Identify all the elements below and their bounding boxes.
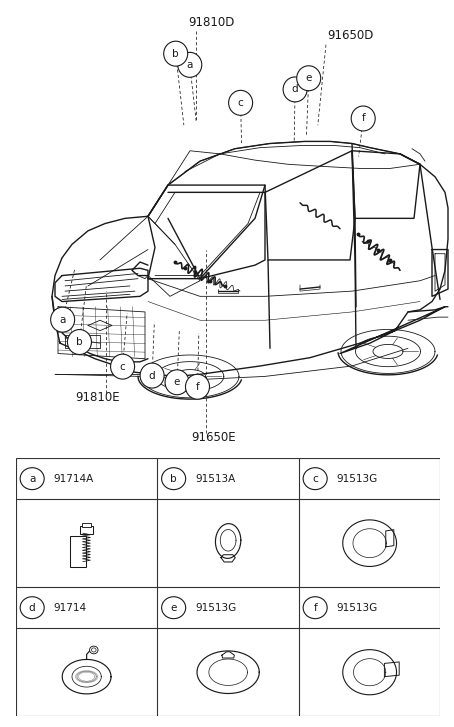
Circle shape (178, 52, 202, 77)
Circle shape (351, 106, 375, 131)
Circle shape (162, 597, 186, 619)
Text: 91810D: 91810D (188, 16, 235, 29)
Text: b: b (76, 337, 83, 347)
Text: 91650D: 91650D (327, 30, 373, 42)
Text: a: a (29, 474, 35, 483)
Circle shape (164, 41, 188, 66)
Text: 91650E: 91650E (191, 431, 236, 444)
Text: b: b (170, 474, 177, 483)
Circle shape (283, 77, 307, 102)
Circle shape (297, 65, 321, 91)
Text: f: f (313, 603, 317, 613)
Text: 91810E: 91810E (75, 391, 120, 404)
Text: e: e (306, 73, 312, 84)
Text: 91513G: 91513G (336, 603, 378, 613)
Text: e: e (170, 603, 177, 613)
Text: 91714A: 91714A (54, 474, 94, 483)
Text: d: d (29, 603, 35, 613)
Text: e: e (174, 377, 180, 387)
Circle shape (20, 597, 44, 619)
Circle shape (51, 308, 74, 332)
Text: 91513G: 91513G (336, 474, 378, 483)
Text: c: c (238, 98, 243, 108)
Text: c: c (312, 474, 318, 483)
Text: a: a (59, 315, 66, 325)
Text: a: a (187, 60, 193, 70)
Circle shape (20, 467, 44, 489)
Bar (69, 536, 86, 567)
Text: 91513G: 91513G (195, 603, 236, 613)
Circle shape (89, 646, 98, 654)
Text: f: f (196, 382, 199, 392)
Circle shape (165, 370, 189, 395)
Text: c: c (120, 361, 125, 371)
Circle shape (186, 374, 209, 399)
Circle shape (92, 648, 96, 652)
Text: b: b (173, 49, 179, 59)
Text: 91513A: 91513A (195, 474, 235, 483)
Circle shape (162, 467, 186, 489)
Bar (82, 523, 91, 527)
Circle shape (140, 363, 164, 388)
Text: f: f (361, 113, 365, 124)
Circle shape (303, 597, 327, 619)
Circle shape (229, 90, 252, 116)
Circle shape (68, 329, 91, 355)
Bar (80, 526, 94, 534)
Circle shape (111, 354, 134, 379)
Text: d: d (149, 371, 155, 380)
Text: 91714: 91714 (54, 603, 87, 613)
Text: d: d (292, 84, 298, 95)
Circle shape (303, 467, 327, 489)
